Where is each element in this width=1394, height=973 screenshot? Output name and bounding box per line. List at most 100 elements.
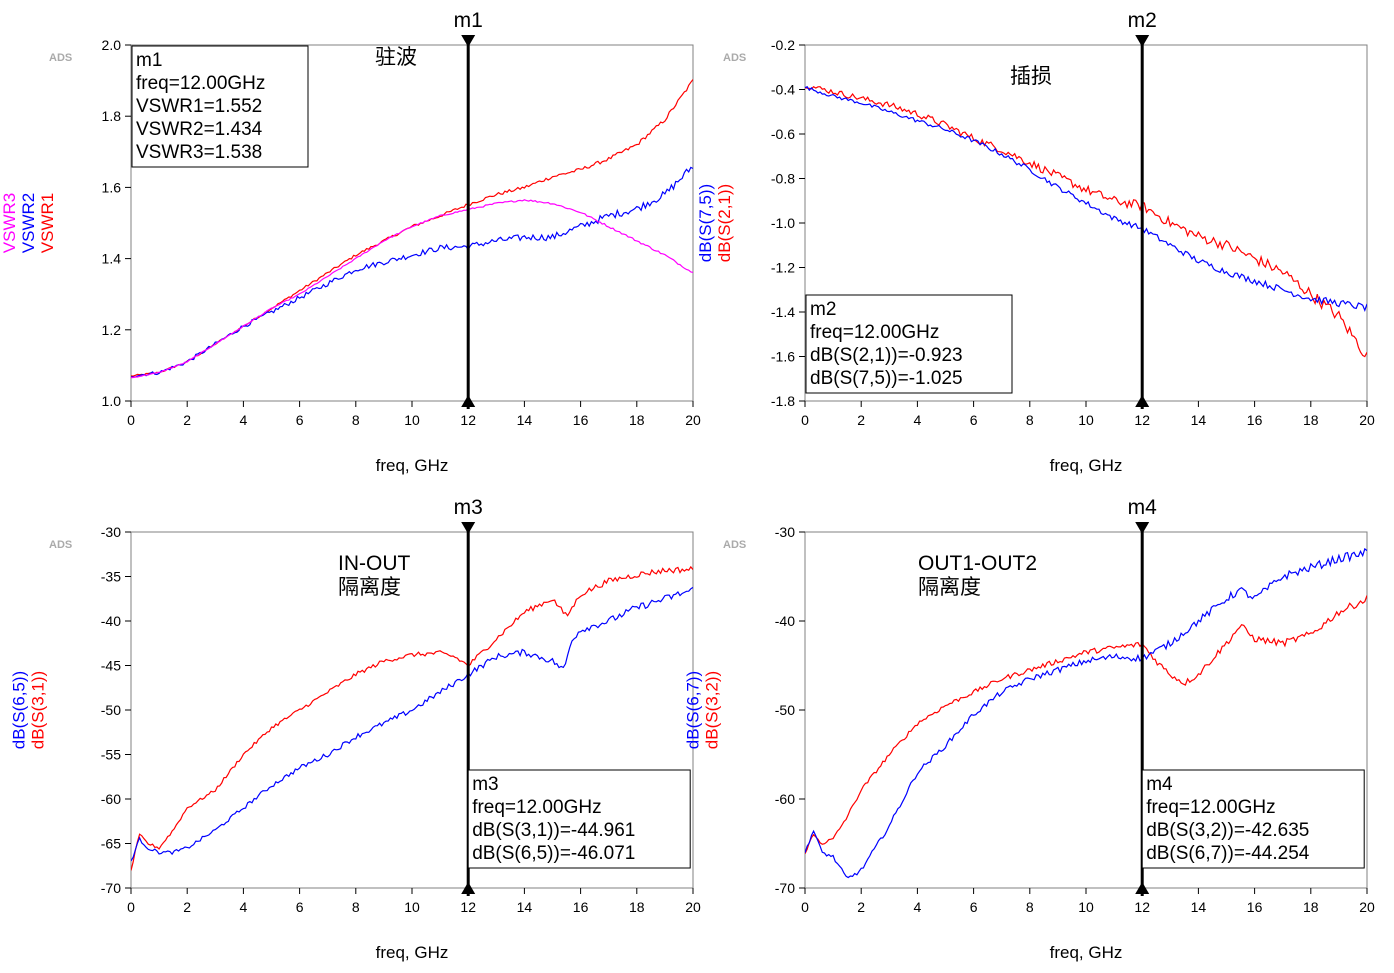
marker-readout-line: m1: [136, 50, 162, 71]
marker-readout-line: dB(S(3,1))=-44.961: [472, 820, 635, 841]
y-tick-label: -1.8: [771, 393, 795, 409]
x-tick-label: 14: [517, 899, 533, 915]
y-axis-label: dB(S(6,5)): [10, 671, 29, 749]
y-tick-label: -45: [101, 658, 121, 674]
x-tick-label: 10: [404, 899, 420, 915]
y-tick-label: -60: [775, 791, 795, 807]
y-tick-label: -30: [775, 524, 795, 540]
y-axis-label: VSWR1: [38, 193, 57, 253]
x-tick-label: 14: [517, 412, 533, 428]
chart-panel-1: ADS 1.0 1.2 1.4 1.6 1.8 2.0 0 2 4 6 8 10 12 14 16 18 20 fr…: [0, 9, 734, 475]
x-tick-label: 20: [1359, 412, 1375, 428]
x-tick-label: 10: [1078, 412, 1094, 428]
y-tick-label: 1.2: [102, 322, 122, 338]
x-tick-label: 18: [629, 412, 645, 428]
marker-name: m4: [1128, 496, 1157, 519]
marker-top-triangle: [1135, 35, 1150, 47]
marker-name: m2: [1128, 9, 1157, 32]
x-tick-label: 2: [183, 412, 191, 428]
x-tick-label: 18: [1303, 412, 1319, 428]
marker-top-triangle: [1135, 522, 1150, 534]
right-axis-label: dB(S(7,5)): [696, 184, 715, 262]
marker-readout-line: dB(S(2,1))=-0.923: [810, 345, 963, 366]
x-tick-label: 14: [1191, 412, 1207, 428]
marker-readout-box: [805, 294, 1013, 394]
y-tick-label: -1.0: [771, 215, 795, 231]
series-line-2: [131, 586, 693, 862]
marker-readout-box: [131, 45, 309, 168]
y-tick-label: -1.4: [771, 304, 795, 320]
ads-tag: ADS: [49, 52, 72, 64]
marker-bottom-triangle: [1135, 882, 1150, 894]
y-tick-label: -70: [775, 880, 795, 896]
y-tick-label: -40: [775, 613, 795, 629]
marker-bottom-triangle: [461, 882, 476, 894]
series-line-2: [805, 547, 1367, 879]
x-tick-label: 10: [404, 412, 420, 428]
x-tick-label: 2: [857, 412, 865, 428]
series-line-3: [131, 199, 693, 379]
y-axis-label: dB(S(6,7)): [684, 671, 703, 749]
plot-annotation: 驻波: [375, 46, 417, 69]
x-tick-label: 2: [183, 899, 191, 915]
ads-tag: ADS: [723, 539, 746, 551]
plot-annotation: IN-OUT: [338, 552, 410, 575]
plot-annotation-2: 隔离度: [918, 576, 981, 599]
y-tick-label: -50: [101, 702, 121, 718]
x-tick-label: 6: [970, 899, 978, 915]
y-tick-label: -0.6: [771, 126, 795, 142]
marker-readout-line: m4: [1146, 774, 1173, 795]
y-tick-label: -50: [775, 702, 795, 718]
y-axis-label: dB(S(3,1)): [29, 671, 48, 749]
x-tick-label: 2: [857, 899, 865, 915]
series-line-1: [805, 595, 1367, 855]
x-axis-label: freq, GHz: [1050, 456, 1123, 475]
y-tick-label: -0.8: [771, 171, 795, 187]
marker-readout-box: [1141, 769, 1365, 869]
chart-panel-3: ADS -70 -65 -60 -55 -50 -45 -40 -35 -30 0 2 4 6 8 10 12 1…: [10, 496, 701, 962]
y-tick-label: -0.4: [771, 82, 795, 98]
x-tick-label: 6: [296, 899, 304, 915]
marker-readout-box: [467, 769, 691, 869]
ads-tag: ADS: [723, 52, 746, 64]
plot-annotation: OUT1-OUT2: [918, 552, 1037, 575]
x-tick-label: 20: [685, 899, 701, 915]
y-tick-label: -40: [101, 613, 121, 629]
x-tick-label: 14: [1191, 899, 1207, 915]
x-tick-label: 12: [460, 412, 476, 428]
x-tick-label: 12: [460, 899, 476, 915]
y-tick-label: -65: [101, 836, 121, 852]
x-tick-label: 18: [1303, 899, 1319, 915]
x-tick-label: 20: [1359, 899, 1375, 915]
x-tick-label: 16: [1247, 412, 1263, 428]
x-tick-label: 8: [1026, 899, 1034, 915]
marker-top-triangle: [461, 522, 476, 534]
x-tick-label: 16: [573, 412, 589, 428]
x-tick-label: 16: [573, 899, 589, 915]
x-tick-label: 16: [1247, 899, 1263, 915]
x-tick-label: 4: [240, 412, 248, 428]
x-tick-label: 8: [1026, 412, 1034, 428]
x-tick-label: 4: [914, 899, 922, 915]
y-tick-label: -30: [101, 524, 121, 540]
y-tick-label: 1.0: [102, 393, 122, 409]
marker-bottom-triangle: [461, 395, 476, 407]
y-tick-label: -55: [101, 747, 121, 763]
x-tick-label: 20: [685, 412, 701, 428]
y-tick-label: -1.2: [771, 260, 795, 276]
marker-readout-line: VSWR3=1.538: [136, 142, 262, 163]
marker-name: m3: [454, 496, 483, 519]
marker-readout-line: freq=12.00GHz: [472, 797, 601, 818]
x-tick-label: 10: [1078, 899, 1094, 915]
y-tick-label: 1.8: [102, 108, 122, 124]
x-tick-label: 0: [127, 899, 135, 915]
x-axis-label: freq, GHz: [1050, 943, 1123, 962]
x-tick-label: 4: [240, 899, 248, 915]
x-axis-label: freq, GHz: [376, 456, 449, 475]
x-axis-label: freq, GHz: [376, 943, 449, 962]
marker-top-triangle: [461, 35, 476, 47]
y-tick-label: 1.6: [102, 179, 122, 195]
x-tick-label: 8: [352, 412, 360, 428]
x-tick-label: 0: [801, 899, 809, 915]
